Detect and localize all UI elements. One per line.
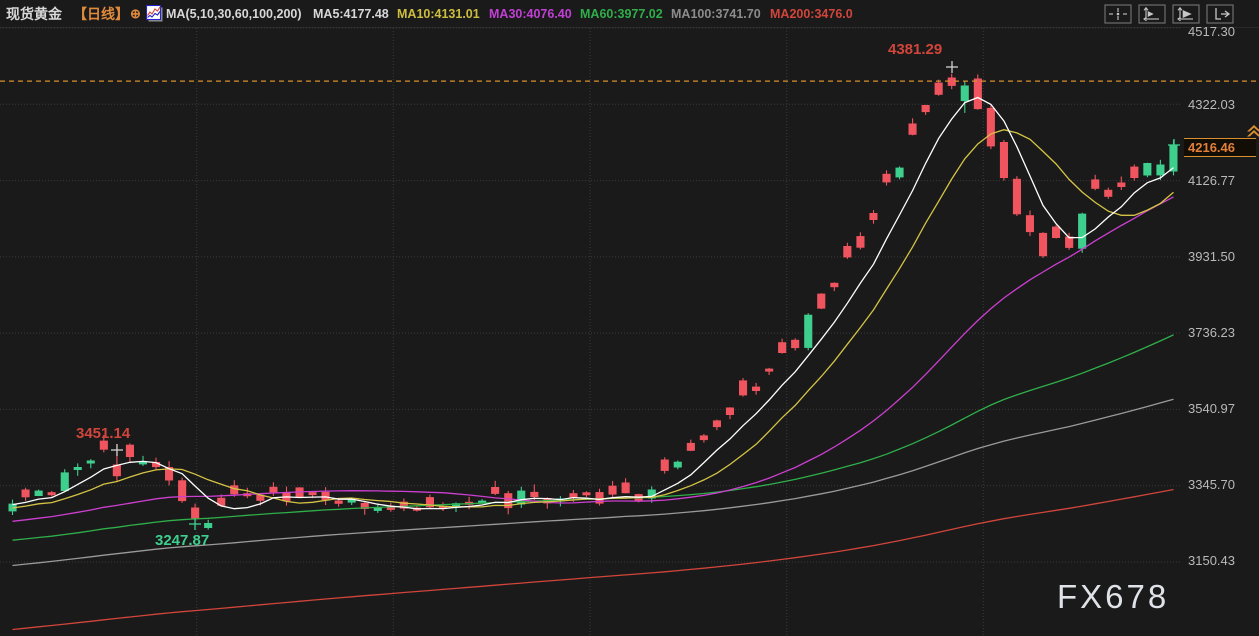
svg-text:4381.29: 4381.29 xyxy=(888,41,942,58)
svg-text:3247.87: 3247.87 xyxy=(155,532,209,549)
svg-text:3451.14: 3451.14 xyxy=(76,425,131,442)
